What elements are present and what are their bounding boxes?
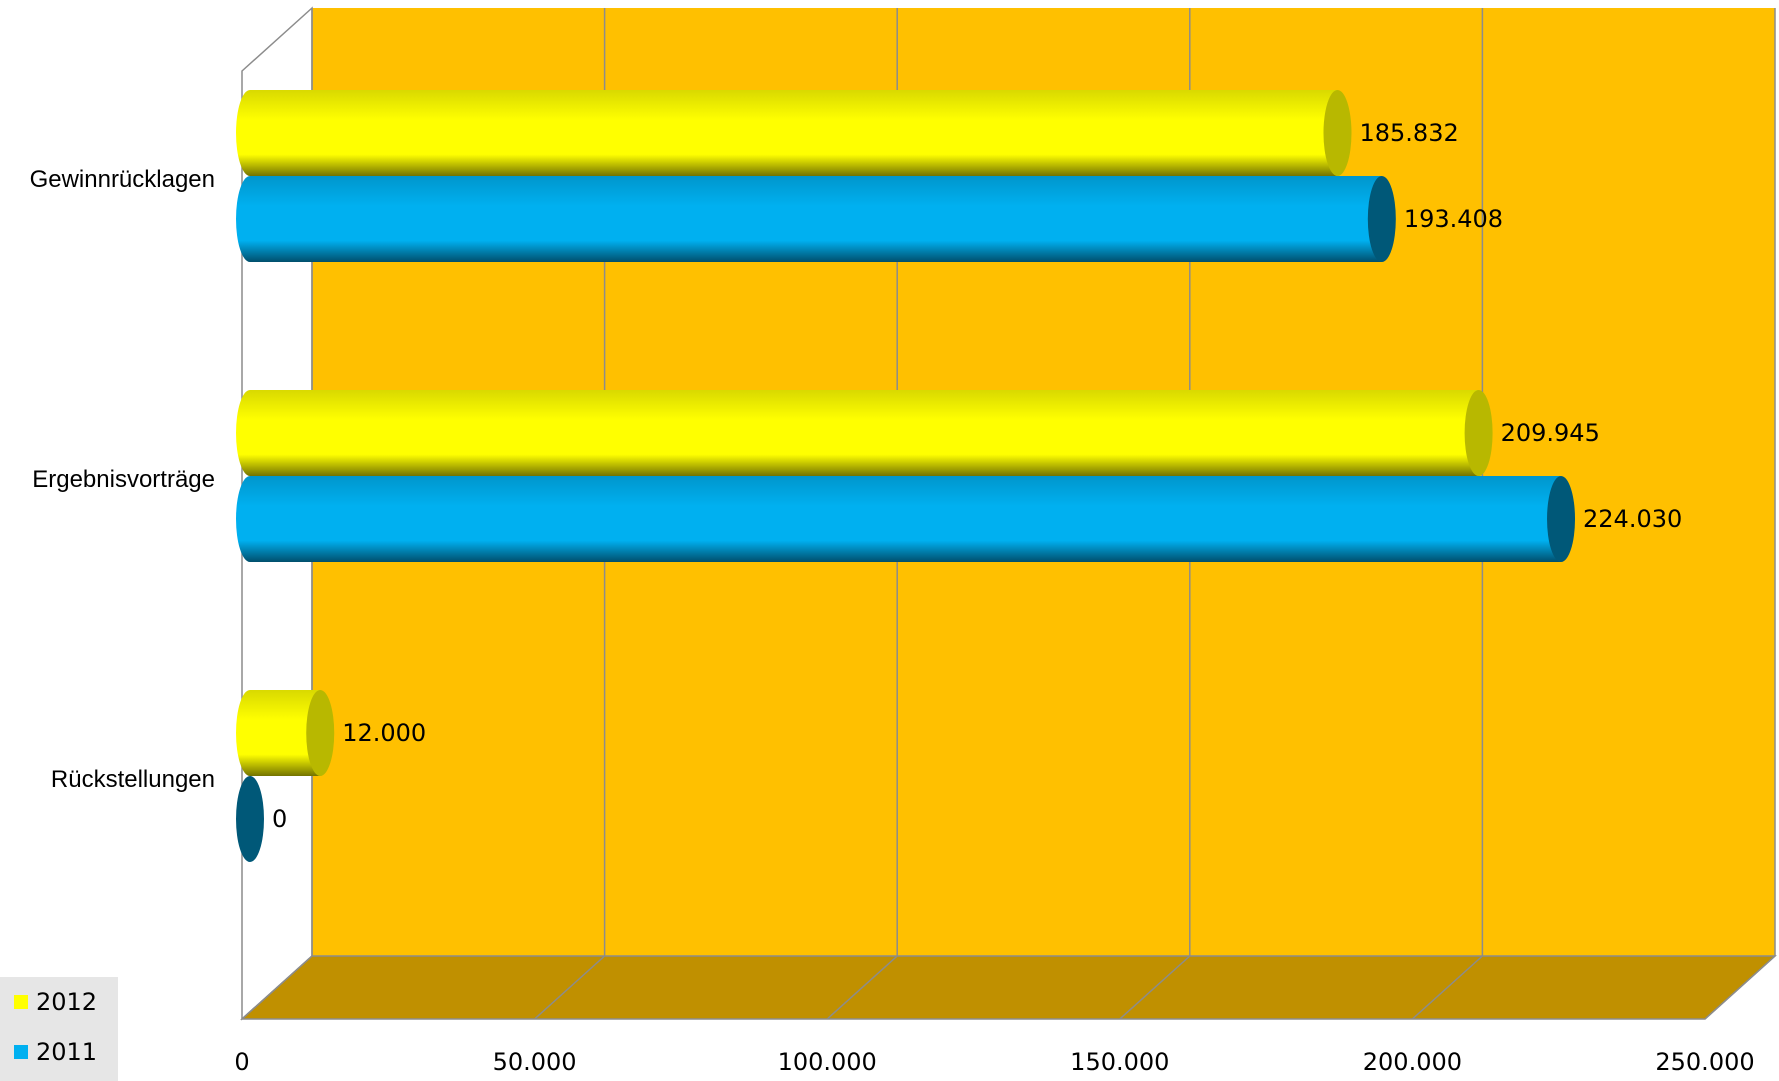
bar-2011-0 xyxy=(236,176,1396,262)
bar-start-cap xyxy=(236,176,264,262)
bar-end-cap xyxy=(306,690,335,776)
bar-2011-1 xyxy=(236,476,1576,562)
bar-2012-0 xyxy=(236,90,1352,176)
bar-body xyxy=(250,90,1338,176)
floor-gridline-3 xyxy=(1119,955,1191,1020)
x-tick-label: 100.000 xyxy=(777,1048,877,1076)
category-label: Ergebnisvorträge xyxy=(32,466,215,493)
bar-2012-2 xyxy=(236,690,335,776)
bar-end-cap xyxy=(1367,176,1396,262)
floor-gridline-0 xyxy=(241,955,313,1020)
x-tick-label: 200.000 xyxy=(1362,1048,1463,1076)
legend-swatch-2012 xyxy=(14,995,28,1009)
bar-2011-2 xyxy=(236,776,264,862)
data-label: 193.408 xyxy=(1403,205,1504,233)
data-label: 0 xyxy=(272,805,288,833)
bar-start-cap xyxy=(236,90,264,176)
floor-gridline-2 xyxy=(826,955,898,1020)
bar-body xyxy=(250,390,1479,476)
bar-start-cap xyxy=(236,390,264,476)
data-label: 224.030 xyxy=(1583,505,1683,533)
bar-2012-1 xyxy=(236,390,1493,476)
floor-gridline-1 xyxy=(534,955,606,1020)
floor-gridline-4 xyxy=(1411,955,1483,1020)
legend: 2012 2011 xyxy=(0,977,118,1081)
bar-start-cap xyxy=(236,690,264,776)
legend-label-2012: 2012 xyxy=(36,988,98,1016)
legend-label-2011: 2011 xyxy=(36,1038,98,1066)
legend-swatch-2011 xyxy=(14,1045,28,1059)
bar-end-cap xyxy=(1323,90,1352,176)
bar-end-cap xyxy=(1547,476,1576,562)
bar-body xyxy=(250,476,1562,562)
x-tick-label: 50.000 xyxy=(492,1048,577,1076)
x-tick-label: 150.000 xyxy=(1070,1048,1170,1076)
floor-gridline-5 xyxy=(1704,955,1776,1020)
bar-end-cap xyxy=(236,776,264,862)
data-label: 185.832 xyxy=(1359,119,1459,147)
bar-end-cap xyxy=(1464,390,1493,476)
bar-body xyxy=(250,176,1382,262)
x-tick-label: 250.000 xyxy=(1655,1048,1755,1076)
data-label: 209.945 xyxy=(1500,419,1600,447)
data-label: 12.000 xyxy=(342,719,427,747)
x-tick-label: 0 xyxy=(234,1048,250,1076)
bar-start-cap xyxy=(236,476,264,562)
category-label: Rückstellungen xyxy=(50,766,215,793)
category-label: Gewinnrücklagen xyxy=(29,166,215,193)
floor xyxy=(240,955,1777,1020)
bars xyxy=(236,90,1576,862)
